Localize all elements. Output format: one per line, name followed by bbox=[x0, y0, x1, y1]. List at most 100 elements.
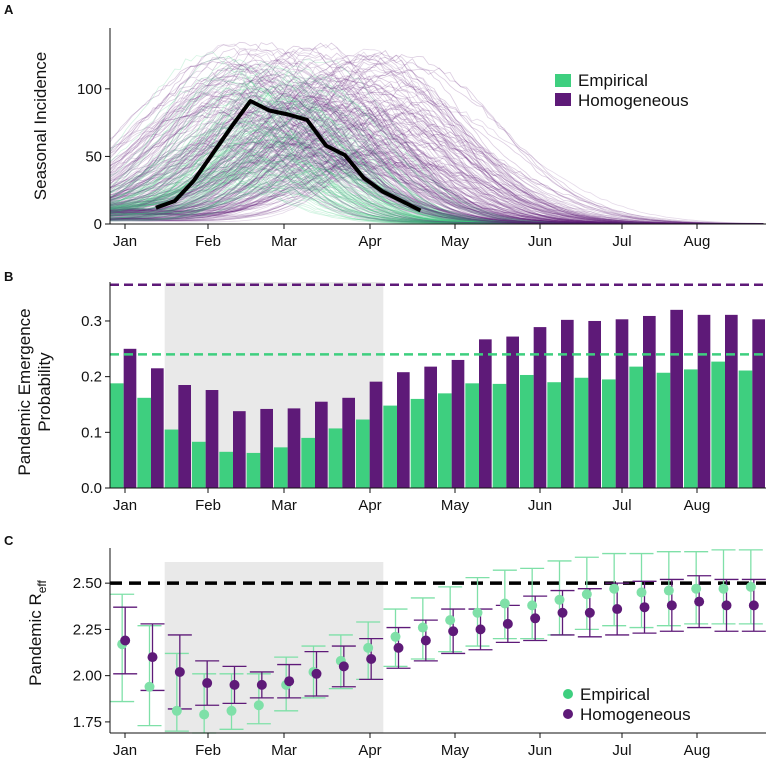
point-homogeneous bbox=[694, 596, 705, 607]
bar-homogeneous bbox=[451, 359, 465, 488]
bar-empirical bbox=[547, 382, 561, 488]
simulation-curve-empirical bbox=[109, 59, 764, 225]
bar-homogeneous bbox=[725, 314, 738, 488]
bar-empirical bbox=[656, 372, 671, 488]
point-empirical bbox=[718, 583, 729, 594]
simulation-curve-homogeneous bbox=[109, 155, 764, 225]
panel-b-y-tick-label: 0.1 bbox=[81, 424, 102, 441]
point-homogeneous bbox=[448, 626, 459, 637]
panel-letter-b: B bbox=[4, 269, 13, 284]
simulation-curve-empirical bbox=[109, 107, 764, 225]
simulation-curve-homogeneous bbox=[110, 151, 764, 225]
simulation-curve-homogeneous bbox=[109, 71, 764, 225]
simulation-curve-homogeneous bbox=[109, 52, 764, 225]
simulation-curve-homogeneous bbox=[109, 132, 764, 225]
panel-c-y-tick-label: 2.00 bbox=[73, 668, 102, 685]
panel-b-reference-lines bbox=[110, 283, 766, 356]
simulation-curve-homogeneous bbox=[110, 141, 764, 225]
simulation-curve-empirical bbox=[109, 85, 764, 225]
bar-empirical bbox=[110, 383, 124, 488]
panel-b-y-tick-label: 0.2 bbox=[81, 369, 102, 386]
panel-b-y-tick-label: 0.3 bbox=[81, 313, 102, 330]
simulation-curve-homogeneous bbox=[109, 79, 764, 225]
bar-empirical bbox=[301, 437, 315, 488]
legend-marker-homogeneous bbox=[563, 709, 573, 719]
bar-empirical bbox=[711, 361, 725, 488]
simulation-curve-homogeneous bbox=[109, 125, 764, 225]
panel-c-shaded-region bbox=[164, 562, 384, 733]
simulation-curve-homogeneous bbox=[109, 60, 764, 225]
panel-c-y-tick-label: 2.25 bbox=[73, 621, 102, 638]
panel-c-y-tick-label: 1.75 bbox=[73, 714, 102, 731]
legend-label-homogeneous: Homogeneous bbox=[578, 91, 689, 110]
point-homogeneous bbox=[120, 635, 131, 646]
simulation-curve-empirical bbox=[110, 155, 764, 225]
simulation-curve-homogeneous bbox=[109, 101, 764, 224]
simulation-curve-empirical bbox=[109, 132, 764, 225]
panel-letter-c: C bbox=[4, 533, 14, 548]
panel-a-y-tick-label: 0 bbox=[94, 216, 102, 233]
bar-homogeneous bbox=[424, 366, 437, 488]
legend-marker-empirical bbox=[563, 689, 573, 699]
point-empirical bbox=[581, 589, 592, 600]
point-homogeneous bbox=[666, 600, 677, 611]
point-homogeneous bbox=[420, 635, 431, 646]
panel-b-x-tick-label: Jun bbox=[528, 497, 552, 514]
point-empirical bbox=[499, 598, 510, 609]
point-homogeneous bbox=[612, 604, 623, 615]
simulation-curve-empirical bbox=[110, 152, 764, 225]
bar-homogeneous bbox=[752, 319, 765, 488]
panel-b-axes: 0.0 0.1 0.2 0.3 Jan Feb Mar Apr May Jun Jul Aug bbox=[81, 282, 766, 514]
point-homogeneous bbox=[147, 652, 158, 663]
simulation-curve-homogeneous bbox=[109, 76, 764, 225]
simulation-curve-homogeneous bbox=[109, 113, 764, 225]
simulation-curve-empirical bbox=[109, 118, 764, 225]
simulation-curve-homogeneous bbox=[109, 137, 764, 225]
bar-homogeneous bbox=[643, 315, 656, 488]
point-homogeneous bbox=[502, 618, 513, 629]
simulation-curve-empirical bbox=[109, 149, 764, 225]
panel-a-x-tick-label: Jun bbox=[528, 233, 552, 250]
panel-c-reff: 1.75 2.00 2.25 2.50 Jan Feb Mar Apr May Jun Jul Aug… bbox=[26, 548, 766, 759]
simulation-curve-empirical bbox=[109, 87, 764, 225]
simulation-curve-homogeneous bbox=[109, 42, 764, 225]
simulation-curve-empirical bbox=[109, 77, 764, 225]
simulation-curve-empirical bbox=[109, 101, 764, 225]
legend-label-empirical: Empirical bbox=[578, 71, 648, 90]
simulation-curve-homogeneous bbox=[109, 142, 764, 225]
simulation-curve-homogeneous bbox=[109, 106, 764, 225]
simulation-curve-homogeneous bbox=[109, 55, 764, 225]
point-homogeneous bbox=[475, 624, 486, 635]
panel-c-x-tick-label: May bbox=[441, 742, 470, 759]
point-homogeneous bbox=[639, 602, 650, 613]
point-empirical bbox=[745, 581, 756, 592]
simulation-curve-homogeneous bbox=[110, 85, 764, 225]
point-empirical bbox=[691, 583, 702, 594]
bar-homogeneous bbox=[369, 381, 383, 488]
simulation-curve-homogeneous bbox=[110, 93, 764, 225]
point-empirical bbox=[226, 705, 237, 716]
reff-label-main: Pandemic R bbox=[26, 593, 45, 686]
bar-empirical bbox=[274, 447, 288, 488]
simulation-curve-homogeneous bbox=[109, 134, 764, 225]
bar-homogeneous bbox=[397, 372, 410, 488]
panel-c-legend: Empirical Homogeneous bbox=[563, 685, 691, 724]
simulation-curve-empirical bbox=[109, 108, 764, 225]
simulation-curve-homogeneous bbox=[109, 111, 764, 225]
simulation-curve-homogeneous bbox=[109, 86, 764, 225]
simulation-curve-homogeneous bbox=[109, 140, 764, 224]
simulation-curve-empirical bbox=[109, 97, 764, 225]
simulation-curve-homogeneous bbox=[109, 127, 764, 225]
panel-c-x-tick-label: Feb bbox=[195, 742, 221, 759]
point-empirical bbox=[472, 607, 483, 618]
reff-points bbox=[110, 549, 766, 734]
bar-homogeneous bbox=[315, 401, 328, 488]
simulation-curve-homogeneous bbox=[110, 112, 764, 225]
bar-empirical bbox=[328, 428, 343, 488]
simulation-curve-homogeneous bbox=[109, 161, 764, 225]
simulation-curve-homogeneous bbox=[109, 142, 764, 225]
point-homogeneous bbox=[174, 666, 185, 677]
panel-a-y-tick-label: 50 bbox=[85, 148, 102, 165]
simulation-curve-homogeneous bbox=[109, 134, 764, 225]
simulation-curve-homogeneous bbox=[109, 114, 764, 225]
